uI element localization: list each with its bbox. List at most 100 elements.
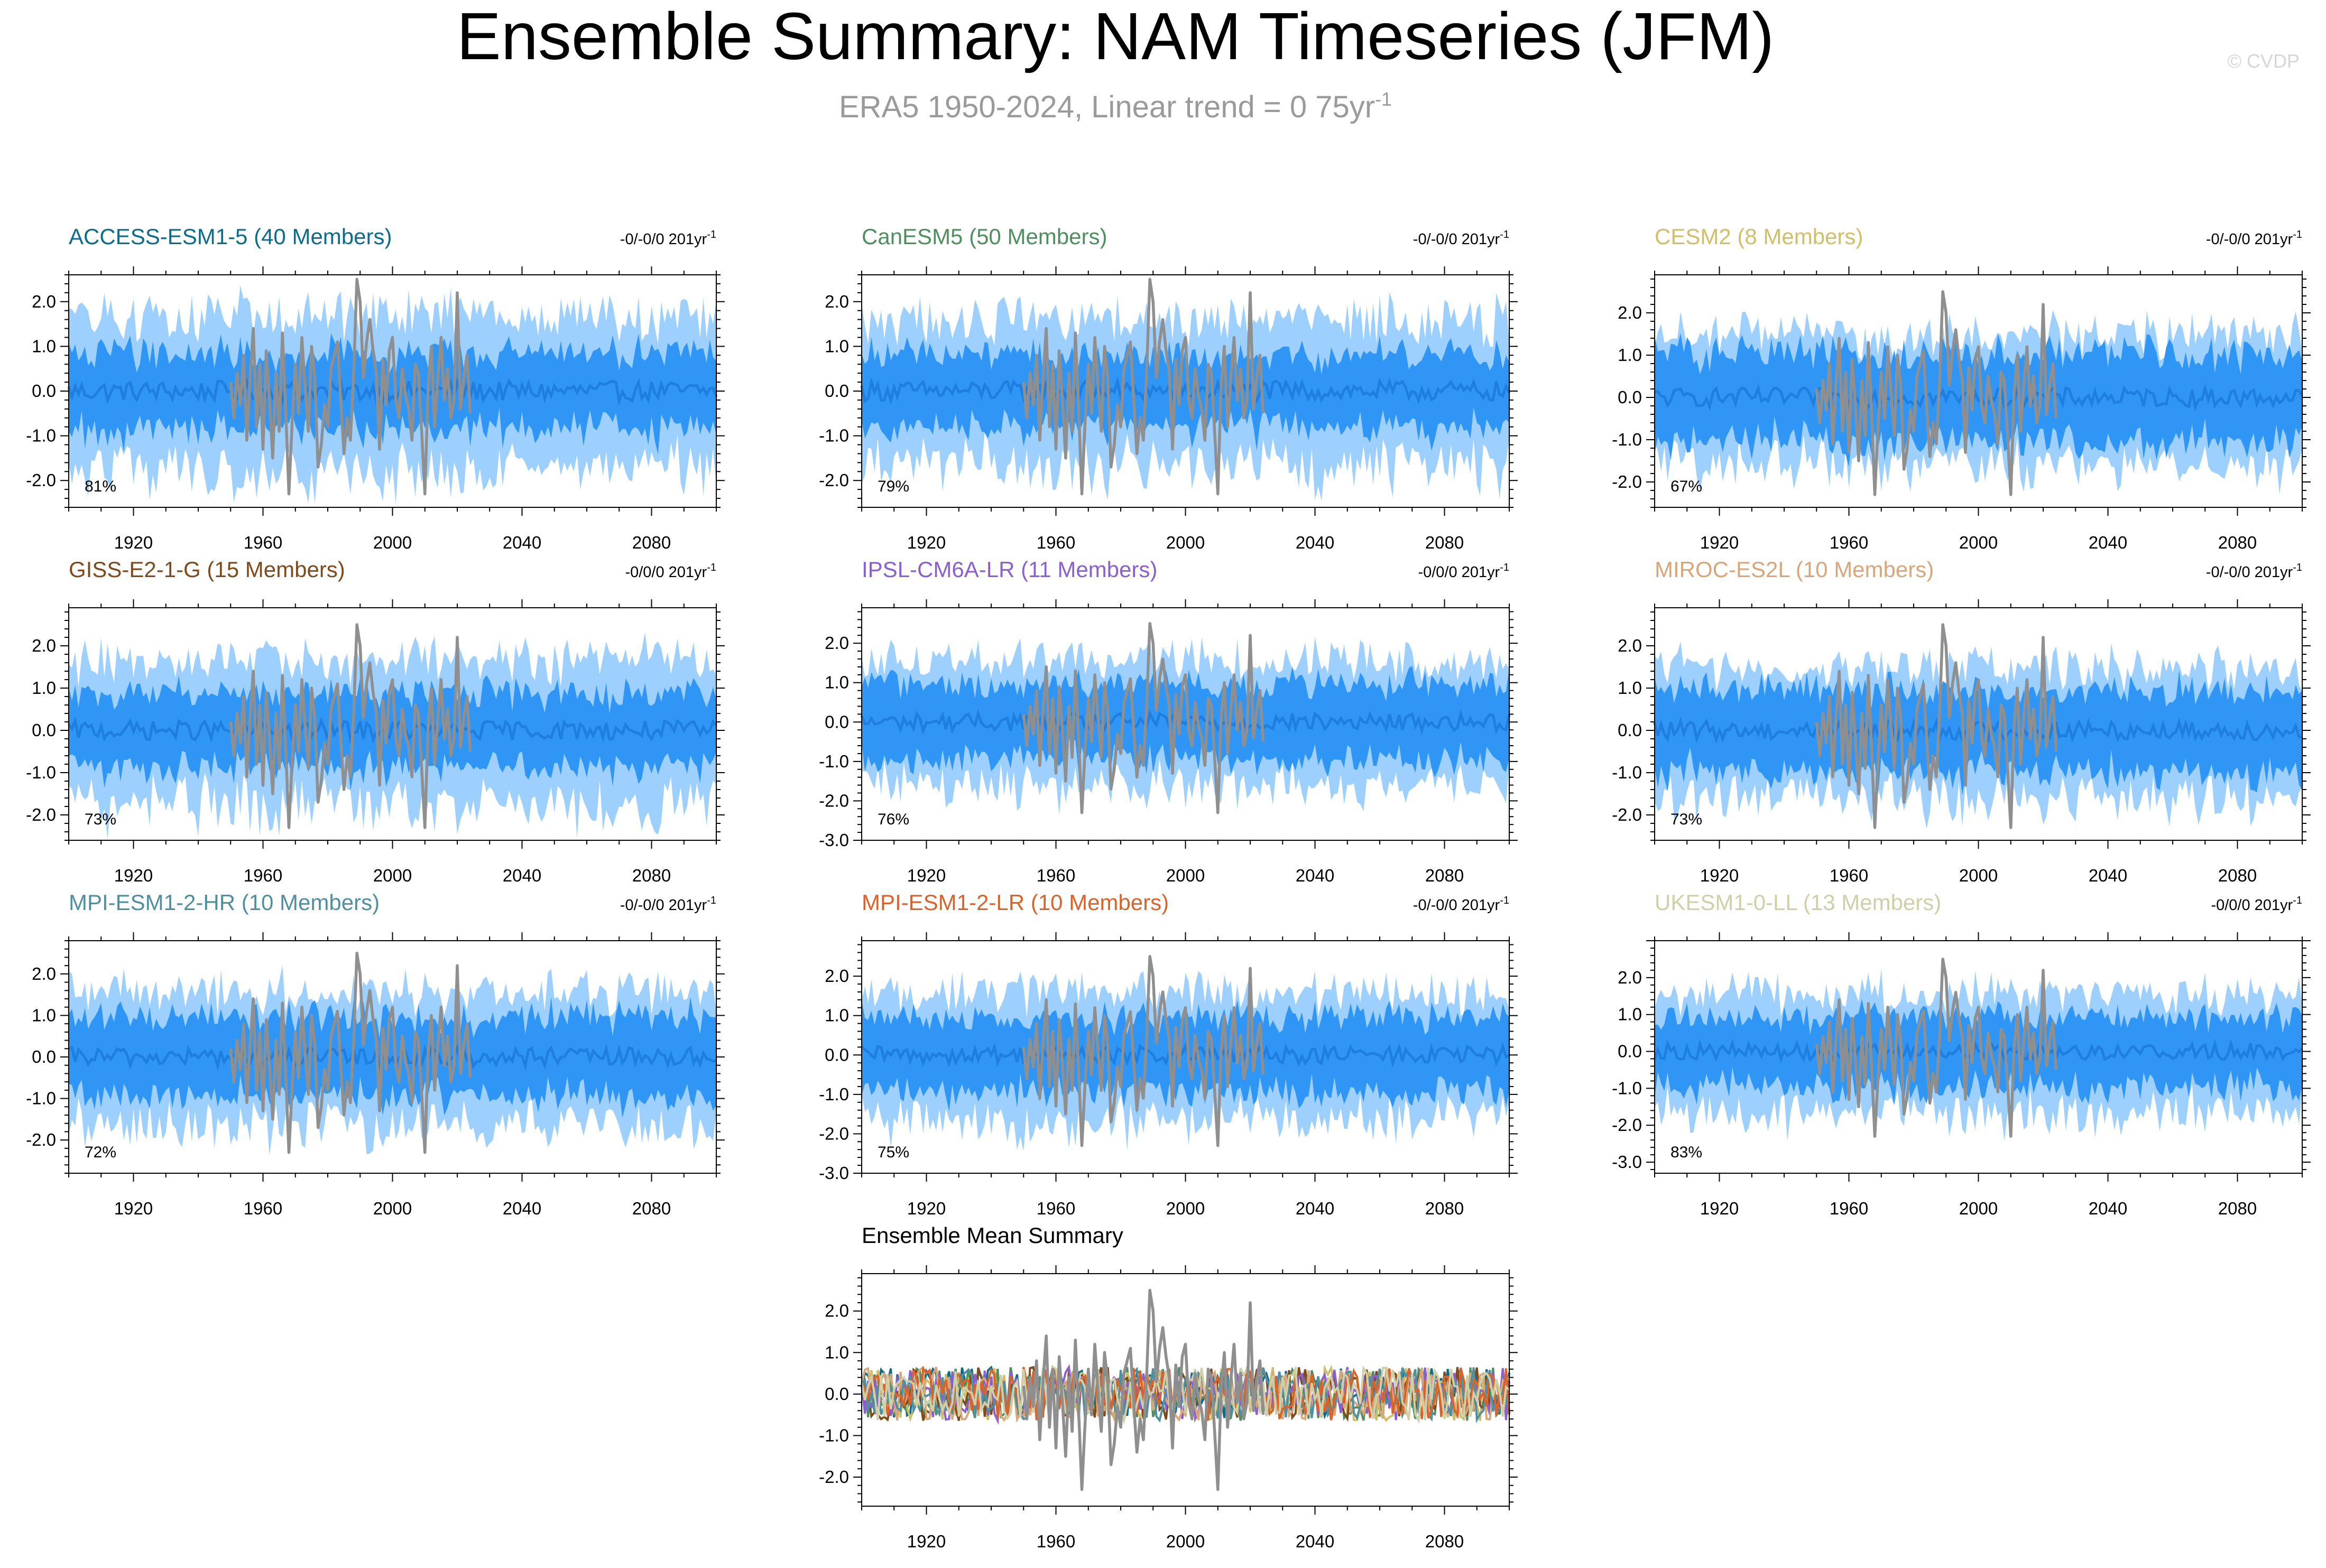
x-tick-label: 1960 <box>1037 533 1075 552</box>
x-tick-label: 2080 <box>1425 1199 1464 1218</box>
panel-title: CESM2 (8 Members) <box>1655 224 1863 249</box>
x-tick-label: 2040 <box>2089 866 2127 885</box>
x-tick-label: 2000 <box>373 533 412 552</box>
x-tick-label: 2080 <box>1425 866 1464 885</box>
observed-line <box>1815 958 2058 1138</box>
x-tick-label: 2040 <box>2089 1199 2127 1218</box>
x-tick-label: 1920 <box>907 533 946 552</box>
y-tick-label: 2.0 <box>32 636 56 655</box>
x-tick-label: 1960 <box>1037 1199 1075 1218</box>
percent-label: 75% <box>878 1144 909 1161</box>
x-tick-label: 2040 <box>1296 1532 1334 1551</box>
panel-6: MPI-ESM1-2-HR (10 Members) -0/-0/0 201yr-… <box>26 890 725 1218</box>
x-tick-label: 1920 <box>907 1532 946 1551</box>
y-tick-label: -1.0 <box>1612 1078 1642 1098</box>
x-tick-label: 2080 <box>1425 533 1464 552</box>
x-tick-label: 2080 <box>2218 866 2257 885</box>
x-tick-label: 2080 <box>632 866 671 885</box>
percent-label: 83% <box>1670 1144 1702 1161</box>
percent-label: 79% <box>878 478 909 495</box>
x-tick-label: 1960 <box>1037 1532 1075 1551</box>
y-tick-label: -3.0 <box>819 1163 849 1183</box>
y-tick-label: 2.0 <box>1618 636 1642 655</box>
figure-title: Ensemble Summary: NAM Timeseries (JFM) <box>457 0 1774 73</box>
x-tick-label: 2000 <box>1166 1199 1205 1218</box>
y-tick-label: -2.0 <box>1612 805 1642 824</box>
panel-trend-label: -0/-0/0 201yr-1 <box>1413 895 1509 914</box>
panel-trend-label: -0/0/0 201yr-1 <box>1418 562 1509 581</box>
ensemble-mean-line <box>68 1044 717 1071</box>
y-tick-label: -3.0 <box>1612 1152 1642 1172</box>
x-tick-label: 2040 <box>1296 1199 1334 1218</box>
y-tick-label: -2.0 <box>819 470 849 490</box>
percent-label: 81% <box>85 478 116 495</box>
y-tick-label: -1.0 <box>819 426 849 446</box>
panel-title: ACCESS-ESM1-5 (40 Members) <box>69 224 392 249</box>
y-tick-label: 1.0 <box>1618 678 1642 698</box>
panel-3: GISS-E2-1-G (15 Members) -0/0/0 201yr-1 19… <box>26 557 725 885</box>
ensemble-mean-line <box>1653 716 2303 745</box>
x-tick-label: 2000 <box>1959 866 1998 885</box>
y-tick-label: 1.0 <box>32 1005 56 1025</box>
y-tick-label: -1.0 <box>819 751 849 771</box>
x-tick-label: 2000 <box>1166 1532 1205 1551</box>
panel-7: MPI-ESM1-2-LR (10 Members) -0/-0/0 201yr-… <box>819 890 1518 1218</box>
x-tick-label: 2040 <box>2089 533 2127 552</box>
series-line <box>861 1365 1510 1421</box>
y-tick-label: 0.0 <box>1618 720 1642 740</box>
percent-label: 72% <box>85 1144 116 1161</box>
x-tick-label: 1960 <box>244 1199 282 1218</box>
y-tick-label: 1.0 <box>32 336 56 356</box>
panel-title: MPI-ESM1-2-LR (10 Members) <box>862 890 1169 915</box>
interquartile-band <box>69 675 716 791</box>
y-tick-label: -1.0 <box>26 763 56 782</box>
y-tick-label: 0.0 <box>825 712 849 731</box>
y-tick-label: -2.0 <box>819 791 849 810</box>
y-tick-label: 1.0 <box>1618 1005 1642 1024</box>
ensemble-mean-line <box>67 376 718 406</box>
panel-title: CanESM5 (50 Members) <box>862 224 1107 249</box>
percent-label: 76% <box>878 811 909 828</box>
observed-line <box>1815 623 2058 829</box>
observed-line <box>1022 955 1265 1147</box>
x-tick-label: 1960 <box>244 533 282 552</box>
y-tick-label: -2.0 <box>26 470 56 490</box>
y-tick-label: 0.0 <box>825 1045 849 1064</box>
y-tick-label: 0.0 <box>32 720 56 740</box>
y-tick-label: 0.0 <box>825 1384 849 1404</box>
y-tick-label: -2.0 <box>1612 472 1642 491</box>
y-tick-label: 1.0 <box>825 1006 849 1025</box>
x-tick-label: 2000 <box>1166 866 1205 885</box>
x-tick-label: 1920 <box>907 866 946 885</box>
ensemble-mean-line <box>860 376 1511 406</box>
y-tick-label: 0.0 <box>1618 1042 1642 1061</box>
panel-title: IPSL-CM6A-LR (11 Members) <box>862 557 1157 582</box>
y-tick-label: 0.0 <box>32 1047 56 1066</box>
y-tick-label: 2.0 <box>1618 968 1642 987</box>
ensemble-mean-line <box>1653 1038 2303 1063</box>
panel-0: ACCESS-ESM1-5 (40 Members) -0/-0/0 201yr-… <box>26 224 725 552</box>
panel-8: UKESM1-0-LL (13 Members) -0/0/0 201yr-1 19… <box>1612 890 2311 1218</box>
interquartile-band <box>69 333 716 454</box>
y-tick-label: -1.0 <box>1612 763 1642 782</box>
ensemble-mean-line <box>860 708 1511 736</box>
y-tick-label: 0.0 <box>32 381 56 401</box>
y-tick-label: 2.0 <box>825 633 849 653</box>
figure-subtitle-main: ERA5 1950-2024, Linear trend = 0 75yr <box>839 90 1375 124</box>
ensemble-mean-line <box>861 1042 1510 1068</box>
panel-title: Ensemble Mean Summary <box>862 1223 1123 1248</box>
x-tick-label: 2080 <box>632 1199 671 1218</box>
figure-subtitle: ERA5 1950-2024, Linear trend = 0 75yr-1 <box>839 88 1392 124</box>
ensemble-mean-line <box>1654 383 2304 412</box>
y-tick-label: 1.0 <box>825 673 849 692</box>
observed-line <box>229 951 472 1154</box>
y-tick-label: -1.0 <box>819 1084 849 1104</box>
x-tick-label: 2040 <box>1296 866 1334 885</box>
y-tick-label: 1.0 <box>1618 345 1642 365</box>
ensemble-mean-line <box>68 716 717 744</box>
y-tick-label: 0.0 <box>1618 387 1642 407</box>
y-tick-label: -2.0 <box>26 805 56 824</box>
panel-title: UKESM1-0-LL (13 Members) <box>1655 890 1941 915</box>
y-tick-label: 2.0 <box>825 292 849 311</box>
percent-label: 73% <box>1670 811 1702 828</box>
